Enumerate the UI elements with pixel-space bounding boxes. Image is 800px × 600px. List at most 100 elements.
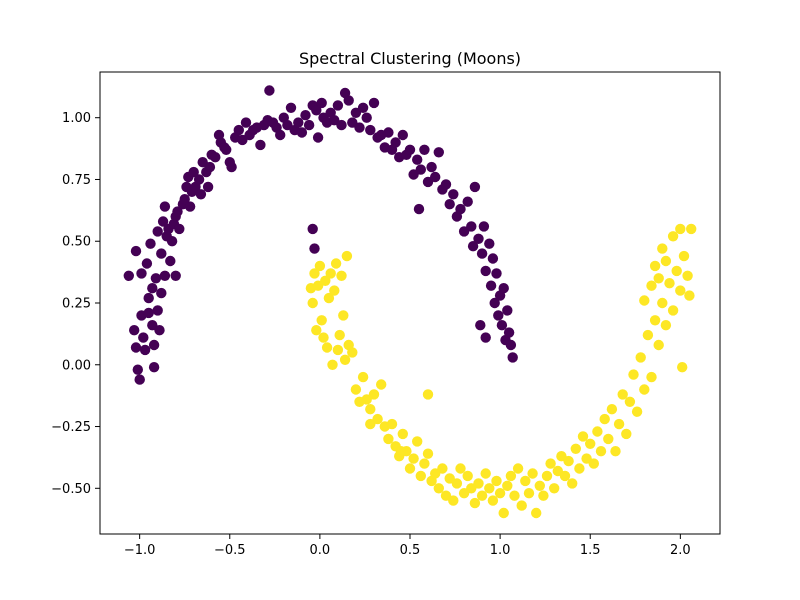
scatter-point	[341, 250, 353, 262]
x-axis: −1.0 −0.5 0.0 0.5 1.0 1.5 2.0	[124, 534, 691, 558]
scatter-point	[567, 478, 578, 489]
scatter-point	[603, 433, 614, 445]
y-tick-label: 0.75	[62, 173, 91, 188]
x-tick-label: 1.5	[580, 543, 601, 558]
scatter-point	[433, 147, 444, 158]
scatter-point	[376, 379, 387, 390]
scatter-point	[631, 406, 643, 417]
scatter-point	[156, 248, 167, 259]
scatter-point	[444, 199, 455, 210]
scatter-point	[455, 203, 466, 215]
scatter-point	[485, 280, 497, 291]
scatter-point	[451, 478, 463, 489]
scatter-point	[617, 389, 628, 400]
scatter-point	[282, 119, 293, 131]
scatter-point	[487, 253, 499, 264]
scatter-point	[141, 258, 153, 269]
scatter-point	[531, 507, 542, 519]
scatter-point	[667, 305, 679, 316]
scatter-point	[613, 418, 625, 430]
scatter-point	[275, 129, 286, 141]
scatter-point	[412, 436, 423, 447]
scatter-point	[478, 221, 490, 232]
scatter-point	[467, 241, 479, 252]
scatter-point	[516, 500, 527, 511]
scatter-point	[390, 137, 401, 148]
scatter-point	[473, 233, 484, 244]
scatter-point	[475, 320, 486, 331]
scatter-point	[325, 268, 336, 279]
scatter-point	[538, 490, 549, 501]
scatter-point	[606, 404, 618, 415]
scatter-point	[311, 105, 322, 116]
y-tick-label: 0.00	[62, 358, 91, 373]
scatter-point	[541, 470, 553, 482]
scatter-point	[476, 490, 488, 501]
scatter-point	[422, 448, 434, 459]
scatter-point	[430, 171, 441, 183]
scatter-point	[455, 463, 466, 474]
scatter-point	[397, 428, 408, 440]
scatter-point	[448, 189, 459, 200]
scatter-point	[646, 371, 657, 383]
scatter-point	[657, 243, 668, 254]
y-tick-label: 0.50	[62, 235, 91, 250]
scatter-point	[433, 483, 444, 494]
scatter-point	[347, 347, 358, 358]
scatter-point	[660, 320, 672, 331]
scatter-point	[233, 124, 244, 136]
scatter-point	[520, 475, 531, 487]
scatter-point	[440, 179, 452, 190]
scatter-point	[148, 339, 160, 351]
scatter-point	[202, 181, 214, 193]
scatter-point	[503, 327, 515, 338]
scatter-point	[343, 95, 354, 106]
scatter-point	[221, 144, 232, 155]
scatter-point	[136, 268, 147, 279]
scatter-point	[383, 127, 394, 138]
scatter-point	[285, 102, 297, 114]
scatter-point	[413, 203, 425, 215]
scatter-point	[166, 236, 178, 247]
scatter-point	[316, 315, 327, 326]
scatter-point	[621, 428, 632, 440]
scatter-point	[675, 285, 686, 296]
scatter-point	[309, 243, 320, 254]
scatter-point	[395, 446, 407, 457]
scatter-point	[404, 144, 416, 155]
scatter-point	[383, 433, 394, 445]
scatter-point	[498, 507, 509, 519]
scatter-point	[152, 305, 163, 316]
scatter-point	[588, 458, 599, 469]
scatter-point	[489, 297, 500, 309]
scatter-point	[357, 371, 369, 383]
scatter-point	[188, 166, 199, 178]
scatter-point	[179, 194, 190, 205]
scatter-point	[491, 475, 502, 487]
scatter-point	[480, 468, 491, 479]
x-tick-label: 0.5	[400, 543, 421, 558]
scatter-point	[642, 329, 654, 341]
scatter-point	[143, 307, 154, 319]
scatter-point	[368, 389, 380, 400]
scatter-point	[148, 362, 160, 373]
scatter-point	[498, 283, 509, 294]
scatter-point	[307, 297, 318, 309]
scatter-point	[372, 413, 383, 425]
y-tick-label: −0.25	[51, 420, 91, 435]
scatter-point	[338, 310, 349, 321]
scatter-point	[493, 310, 504, 321]
y-tick-label: 0.25	[62, 297, 91, 312]
scatter-point	[502, 480, 513, 491]
scatter-point	[361, 112, 372, 123]
scatter-point	[639, 295, 650, 306]
scatter-point	[635, 352, 646, 363]
scatter-point	[154, 325, 165, 336]
scatter-point	[138, 332, 149, 343]
scatter-point	[484, 483, 495, 494]
scatter-point	[332, 344, 344, 356]
scatter-point	[585, 438, 596, 449]
scatter-point	[496, 320, 508, 331]
scatter-point	[684, 290, 695, 301]
y-tick-label: 1.00	[62, 111, 91, 126]
